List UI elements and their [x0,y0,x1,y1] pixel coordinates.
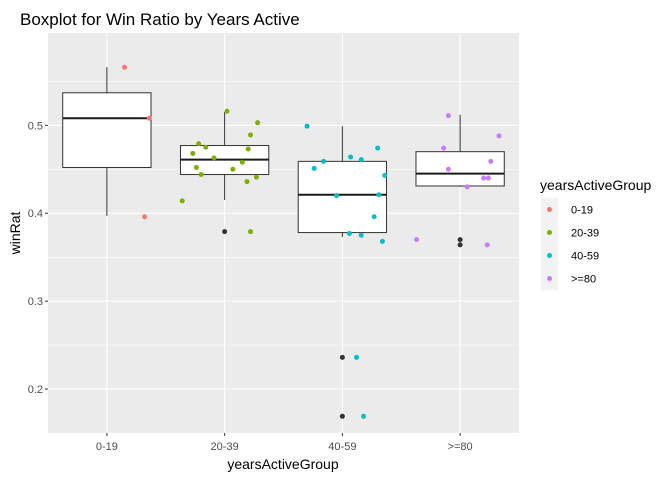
legend-title: yearsActiveGroup [540,177,651,193]
data-point [239,159,245,165]
data-point [193,165,199,171]
data-point [496,133,502,139]
data-points [122,64,502,419]
legend-label: 0-19 [571,205,593,217]
outlier-point [339,354,345,360]
data-point [224,108,230,114]
y-tick-label: 0.3 [28,296,43,308]
data-point [371,214,377,220]
legend-item: 0-19 [541,198,593,221]
data-point [248,229,254,235]
data-point [358,157,364,163]
outlier-point [339,413,345,419]
legend-key-dot [547,207,552,212]
x-tick-label: 20-39 [211,441,239,453]
data-point [179,198,185,204]
legend-label: 40-59 [571,251,599,263]
data-point [445,113,451,119]
legend-label: >=80 [571,274,596,286]
x-tick-label: 40-59 [328,441,356,453]
data-point [211,155,217,161]
legend: yearsActiveGroup 0-19 20-39 40-59 >=80 [540,177,651,290]
x-tick-label: >=80 [448,441,473,453]
data-point [441,145,447,151]
data-point [485,175,491,181]
box-body [62,92,152,169]
data-point [333,193,339,199]
legend-key-dot [547,276,552,281]
data-point [230,166,236,172]
y-tick-label: 0.4 [28,208,43,220]
data-point [190,150,196,156]
data-point [244,179,250,185]
data-point [488,158,494,164]
data-point [122,64,128,70]
data-point [142,214,148,220]
data-point [414,237,420,243]
x-axis-title: yearsActiveGroup [227,456,338,472]
data-point [146,115,152,121]
box-body [415,151,505,187]
legend-key-dot [547,230,552,235]
data-point [481,175,487,181]
data-point [245,146,251,152]
data-point [196,141,202,147]
outlier-point [457,242,463,248]
data-point [255,120,261,126]
outlier-point [222,229,228,235]
data-point [304,123,310,129]
data-point [354,354,360,360]
legend-item: 40-59 [541,244,599,267]
box-body [297,160,388,234]
data-point [346,230,352,236]
data-point [348,154,354,160]
outlier-point [457,237,463,243]
data-point [464,184,470,190]
box-40-59 [297,126,388,419]
data-point [484,242,490,248]
data-point [358,232,364,238]
data-point [203,144,209,150]
data-point [445,166,451,172]
data-point [379,238,385,244]
y-tick-label: 0.5 [28,120,43,132]
legend-item: >=80 [541,267,596,290]
data-point [375,145,381,151]
y-axis-title: winRat [7,211,23,255]
data-point [198,172,204,178]
legend-key-dot [547,253,552,258]
legend-item: 20-39 [541,221,599,244]
x-tick-label: 0-19 [96,441,118,453]
data-point [321,158,327,164]
legend-label: 20-39 [571,228,599,240]
data-point [248,132,254,138]
data-point [253,174,259,180]
axes: 0.2 0.3 0.4 0.5 0-19 20-39 40-59 >=80 [28,120,473,453]
data-point [382,172,388,178]
data-point [311,165,317,171]
data-point [376,192,382,198]
y-tick-label: 0.2 [28,384,43,396]
chart-title: Boxplot for Win Ratio by Years Active [20,10,300,29]
box-0-19 [62,67,152,216]
data-point [361,413,367,419]
